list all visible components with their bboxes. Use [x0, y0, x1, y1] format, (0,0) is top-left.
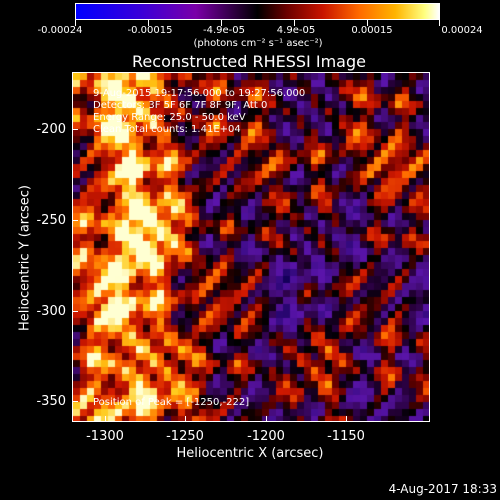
colorbar-tick-label: 4.9e-05: [276, 25, 316, 36]
colorbar-tick: [439, 20, 440, 26]
timestamp-footer: 4-Aug-2017 18:33: [388, 482, 497, 496]
info-energy-range: Energy Range: 25.0 - 50.0 keV: [93, 112, 246, 123]
colorbar-tick: [75, 20, 76, 26]
y-tick-label: -200: [36, 122, 66, 137]
colorbar-tick: [221, 20, 222, 26]
y-tick: [72, 401, 78, 402]
x-tick-label: -1150: [327, 429, 365, 444]
y-tick-label: -250: [36, 213, 66, 228]
x-tick: [266, 416, 267, 422]
colorbar-tick: [294, 20, 295, 26]
info-clean-counts: Clean Total counts: 1.41E+04: [93, 124, 241, 135]
x-tick: [105, 416, 106, 422]
y-axis-label: Heliocentric Y (arcsec): [17, 185, 33, 331]
colorbar-tick: [148, 20, 149, 26]
info-time-range: 9-Aug-2015 19:17:56.000 to 19:27:56.000: [93, 88, 306, 99]
colorbar-tick-label: -0.00024: [37, 25, 83, 36]
y-tick-label: -350: [36, 394, 66, 409]
colorbar-tick-label: -0.00015: [127, 25, 173, 36]
colorbar-tick-label: -4.9e-05: [203, 25, 245, 36]
x-tick-label: -1200: [247, 429, 285, 444]
colorbar-tick-label: 0.00015: [351, 25, 393, 36]
x-tick: [185, 416, 186, 422]
colorbar: [75, 3, 440, 20]
colorbar-tick-label: 0.00024: [441, 25, 483, 36]
plot-title: Reconstructed RHESSI Image: [132, 52, 366, 71]
x-tick: [346, 416, 347, 422]
info-peak-position: Position of Peak = [-1250,-222]: [93, 397, 250, 408]
colorbar-tick: [367, 20, 368, 26]
rhessi-image: [73, 73, 429, 421]
y-tick: [72, 129, 78, 130]
y-tick: [72, 220, 78, 221]
x-axis-label: Heliocentric X (arcsec): [176, 446, 324, 461]
y-tick-label: -300: [36, 304, 66, 319]
x-tick-label: -1300: [86, 429, 124, 444]
colorbar-units: (photons cm⁻² s⁻¹ asec⁻²): [193, 38, 323, 49]
info-detectors: Detectors: 3F 5F 6F 7F 8F 9F, Att 0: [93, 100, 268, 111]
rhessi-image-plot: [72, 72, 430, 422]
x-tick-label: -1250: [166, 429, 204, 444]
y-tick: [72, 311, 78, 312]
